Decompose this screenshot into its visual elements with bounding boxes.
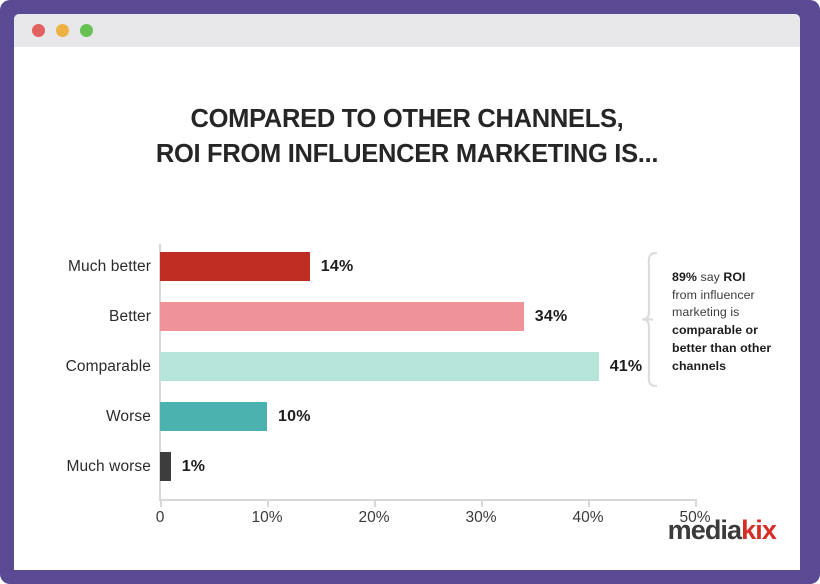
bar-segment[interactable] [160, 402, 267, 431]
chart-x-axis-line [159, 499, 695, 501]
x-axis-tick-mark [267, 499, 269, 507]
close-window-button[interactable] [32, 24, 45, 37]
bar-category-label: Comparable [65, 357, 151, 375]
x-axis-tick-mark [588, 499, 590, 507]
x-axis-tick-label: 10% [251, 509, 283, 526]
bar-value-label: 41% [609, 357, 643, 375]
bar-row: Much better 14% [14, 252, 800, 281]
bar-category-label: Worse [105, 407, 151, 425]
bar-segment[interactable] [160, 352, 599, 381]
bar-value-label: 10% [278, 407, 311, 425]
page-title: COMPARED TO OTHER CHANNELS, ROI FROM INF… [14, 102, 800, 172]
bar-value-label: 1% [181, 457, 206, 475]
x-axis-tick-mark [160, 499, 162, 507]
annotation-emphasis: comparable or better than other channels [672, 323, 772, 373]
bar-segment[interactable] [160, 302, 524, 331]
bar-row: Better 34% [14, 302, 800, 331]
x-axis-tick-mark [695, 499, 697, 507]
x-axis-tick-mark [374, 499, 376, 507]
bar-value-label: 34% [534, 307, 568, 325]
bar-category-label: Much better [68, 257, 151, 275]
annotation-say: say [696, 270, 724, 284]
annotation-percent: 89% [672, 270, 697, 284]
bar-segment[interactable] [160, 452, 171, 481]
page-title-line-1: COMPARED TO OTHER CHANNELS, [190, 105, 624, 133]
minimize-window-button[interactable] [56, 24, 69, 37]
annotation-roi: ROI [723, 270, 746, 284]
window-titlebar [14, 14, 800, 47]
logo-text-kix: kix [741, 515, 777, 545]
bar-row: Worse 10% [14, 402, 800, 431]
x-axis-tick-label: 0 [155, 509, 165, 526]
x-axis-tick-label: 30% [465, 509, 497, 526]
maximize-window-button[interactable] [80, 24, 93, 37]
bar-value-label: 14% [320, 257, 354, 275]
annotation-bracket-icon [642, 252, 658, 387]
chart-y-axis-line [159, 244, 161, 499]
browser-window: COMPARED TO OTHER CHANNELS, ROI FROM INF… [14, 14, 800, 570]
logo-text-media: media [667, 515, 742, 545]
x-axis-tick-label: 40% [572, 509, 604, 526]
annotation-body: from influencer marketing is [672, 287, 755, 320]
bar-chart: Much better 14% Better 34% Comparable 41% Wors… [14, 47, 800, 570]
bar-row: Comparable 41% [14, 352, 800, 381]
annotation-callout: 89% say ROI from influencer marketing is… [672, 269, 792, 375]
x-axis-tick-mark [481, 499, 483, 507]
bar-category-label: Much worse [66, 457, 151, 475]
bar-row: Much worse 1% [14, 452, 800, 481]
bar-category-label: Better [109, 307, 151, 325]
mediakix-logo: mediakix [667, 515, 777, 546]
x-axis-tick-label: 50% [679, 509, 711, 526]
slide-canvas: COMPARED TO OTHER CHANNELS, ROI FROM INF… [14, 47, 800, 570]
page-title-line-2: ROI FROM INFLUENCER MARKETING IS... [155, 139, 659, 168]
bar-segment[interactable] [160, 252, 310, 281]
x-axis-tick-label: 20% [358, 509, 390, 526]
